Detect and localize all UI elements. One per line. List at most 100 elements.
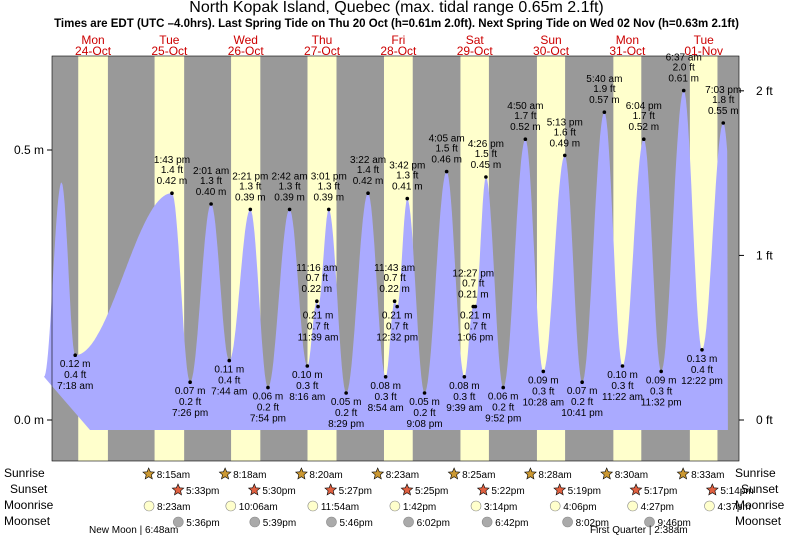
tide-metres-label: 0.49 m bbox=[549, 138, 580, 149]
tide-time-label: 11:43 am bbox=[374, 263, 415, 274]
tide-feet-label: 0.2 ft bbox=[571, 397, 593, 408]
moonrise-icon bbox=[627, 500, 638, 512]
y-tick-label-m: 0.0 m bbox=[14, 413, 44, 427]
moonset-icon bbox=[326, 516, 337, 528]
sunset-time: 5:17pm bbox=[644, 486, 677, 497]
day-name-label: Mon bbox=[616, 33, 639, 47]
tide-metres-label: 0.55 m bbox=[708, 106, 739, 117]
tide-feet-label: 0.4 ft bbox=[64, 370, 86, 381]
moonset-row-label-right: Moonset bbox=[735, 514, 782, 528]
tide-time-label: 6:04 pm bbox=[626, 101, 662, 112]
tide-time-label: 2:21 pm bbox=[232, 171, 268, 182]
moonset-time: 5:36pm bbox=[186, 518, 219, 529]
sunset-time: 5:25pm bbox=[415, 486, 448, 497]
high-tide-marker bbox=[287, 207, 292, 212]
sunrise-icon bbox=[523, 467, 537, 480]
low-tide-marker bbox=[395, 304, 399, 309]
tide-metres-label: 0.52 m bbox=[629, 122, 660, 133]
day-name-label: Mon bbox=[81, 33, 104, 47]
tide-time-label: 1:43 pm bbox=[154, 155, 190, 166]
high-tide-marker bbox=[602, 110, 607, 114]
tide-feet-label: 1.5 ft bbox=[475, 149, 497, 160]
moonrise-icon bbox=[389, 500, 401, 512]
moonset-time: 8:02pm bbox=[576, 518, 609, 529]
sunrise-time: 8:18am bbox=[233, 470, 266, 481]
sunset-row-label-left: Sunset bbox=[10, 482, 48, 496]
sunrise-row-label-right: Sunrise bbox=[735, 466, 776, 480]
low-tide-marker bbox=[473, 304, 478, 309]
tide-feet-label: 0.7 ft bbox=[307, 322, 329, 333]
tide-feet-label: 1.7 ft bbox=[514, 111, 536, 122]
sunset-icon bbox=[705, 483, 719, 496]
tide-feet-label: 1.6 ft bbox=[554, 127, 576, 138]
tide-metres-label: 0.08 m bbox=[449, 381, 480, 392]
tide-metres-label: 0.10 m bbox=[607, 370, 638, 381]
tide-metres-label: 0.09 m bbox=[646, 375, 677, 386]
sunset-icon bbox=[171, 483, 185, 496]
moonset-time: 6:02pm bbox=[417, 518, 450, 529]
sunset-icon bbox=[476, 483, 490, 496]
tide-metres-label: 0.45 m bbox=[471, 160, 502, 171]
day-date-label: 25-Oct bbox=[151, 44, 188, 58]
tide-metres-label: 0.42 m bbox=[353, 176, 384, 187]
sunrise-time: 8:30am bbox=[615, 470, 648, 481]
tide-time-label: 4:50 am bbox=[507, 101, 543, 112]
sunrise-icon bbox=[371, 467, 385, 480]
sunset-time: 5:33pm bbox=[186, 486, 219, 497]
tide-feet-label: 0.3 ft bbox=[532, 386, 554, 397]
high-tide-marker bbox=[170, 191, 174, 195]
moonrise-icon bbox=[704, 500, 715, 512]
tide-time-label: 7:18 am bbox=[57, 381, 93, 392]
low-tide-marker bbox=[305, 364, 310, 368]
moonrise-time: 3:14pm bbox=[484, 502, 517, 513]
tide-metres-label: 0.21 m bbox=[382, 311, 413, 322]
high-tide-marker bbox=[248, 207, 253, 212]
moonset-icon bbox=[481, 516, 493, 528]
moonrise-icon bbox=[307, 500, 319, 512]
tide-time-label: 5:40 am bbox=[586, 74, 622, 85]
high-tide-marker bbox=[405, 196, 410, 201]
sunset-row-label-right: Sunset bbox=[741, 482, 779, 496]
high-tide-marker bbox=[326, 207, 331, 212]
tide-metres-label: 0.61 m bbox=[668, 74, 699, 85]
tide-metres-label: 0.41 m bbox=[392, 182, 423, 193]
tide-time-label: 11:39 am bbox=[298, 333, 339, 344]
tide-time-label: 7:44 am bbox=[211, 387, 247, 398]
plot-frame bbox=[51, 55, 740, 462]
day-name-label: Tue bbox=[694, 33, 715, 47]
tide-metres-label: 0.57 m bbox=[589, 95, 620, 106]
moonset-time: 5:46pm bbox=[339, 518, 372, 529]
day-date-label: 27-Oct bbox=[304, 44, 341, 58]
tide-metres-label: 0.39 m bbox=[274, 192, 305, 203]
tide-feet-label: 1.3 ft bbox=[239, 181, 261, 192]
tide-feet-label: 0.3 ft bbox=[296, 381, 318, 392]
tide-metres-label: 0.46 m bbox=[431, 155, 462, 166]
low-tide-marker bbox=[700, 348, 704, 352]
tide-metres-label: 0.07 m bbox=[175, 386, 206, 397]
moonrise-time: 8:23am bbox=[157, 502, 190, 513]
high-tide-marker bbox=[484, 175, 488, 179]
high-tide-marker bbox=[562, 153, 567, 158]
moonrise-row-label-right: Moonrise bbox=[735, 498, 785, 512]
low-tide-marker bbox=[344, 391, 348, 395]
sunset-time: 5:19pm bbox=[568, 486, 601, 497]
tide-feet-label: 1.3 ft bbox=[278, 181, 300, 192]
tide-feet-label: 1.3 ft bbox=[200, 176, 222, 187]
chart-subtitle: Times are EDT (UTC –4.0hrs). Last Spring… bbox=[54, 18, 739, 30]
moonset-time: 6:42pm bbox=[495, 518, 528, 529]
tide-feet-label: 0.3 ft bbox=[611, 381, 633, 392]
tide-time-label: 4:26 pm bbox=[468, 139, 504, 150]
tide-time-label: 7:26 pm bbox=[172, 408, 208, 419]
moonrise-time: 4:37pm bbox=[717, 502, 750, 513]
low-tide-marker bbox=[383, 375, 388, 379]
sunrise-time: 8:23am bbox=[386, 470, 419, 481]
tide-metres-label: 0.09 m bbox=[528, 375, 559, 386]
tide-feet-label: 0.2 ft bbox=[492, 403, 514, 414]
tide-feet-label: 0.2 ft bbox=[413, 408, 435, 419]
tide-water-area bbox=[44, 90, 728, 430]
tide-time-label: 11:16 am bbox=[296, 263, 337, 274]
tide-time-label: 12:22 pm bbox=[681, 376, 723, 387]
sunrise-time: 8:25am bbox=[462, 470, 495, 481]
day-date-label: 30-Oct bbox=[533, 44, 570, 58]
